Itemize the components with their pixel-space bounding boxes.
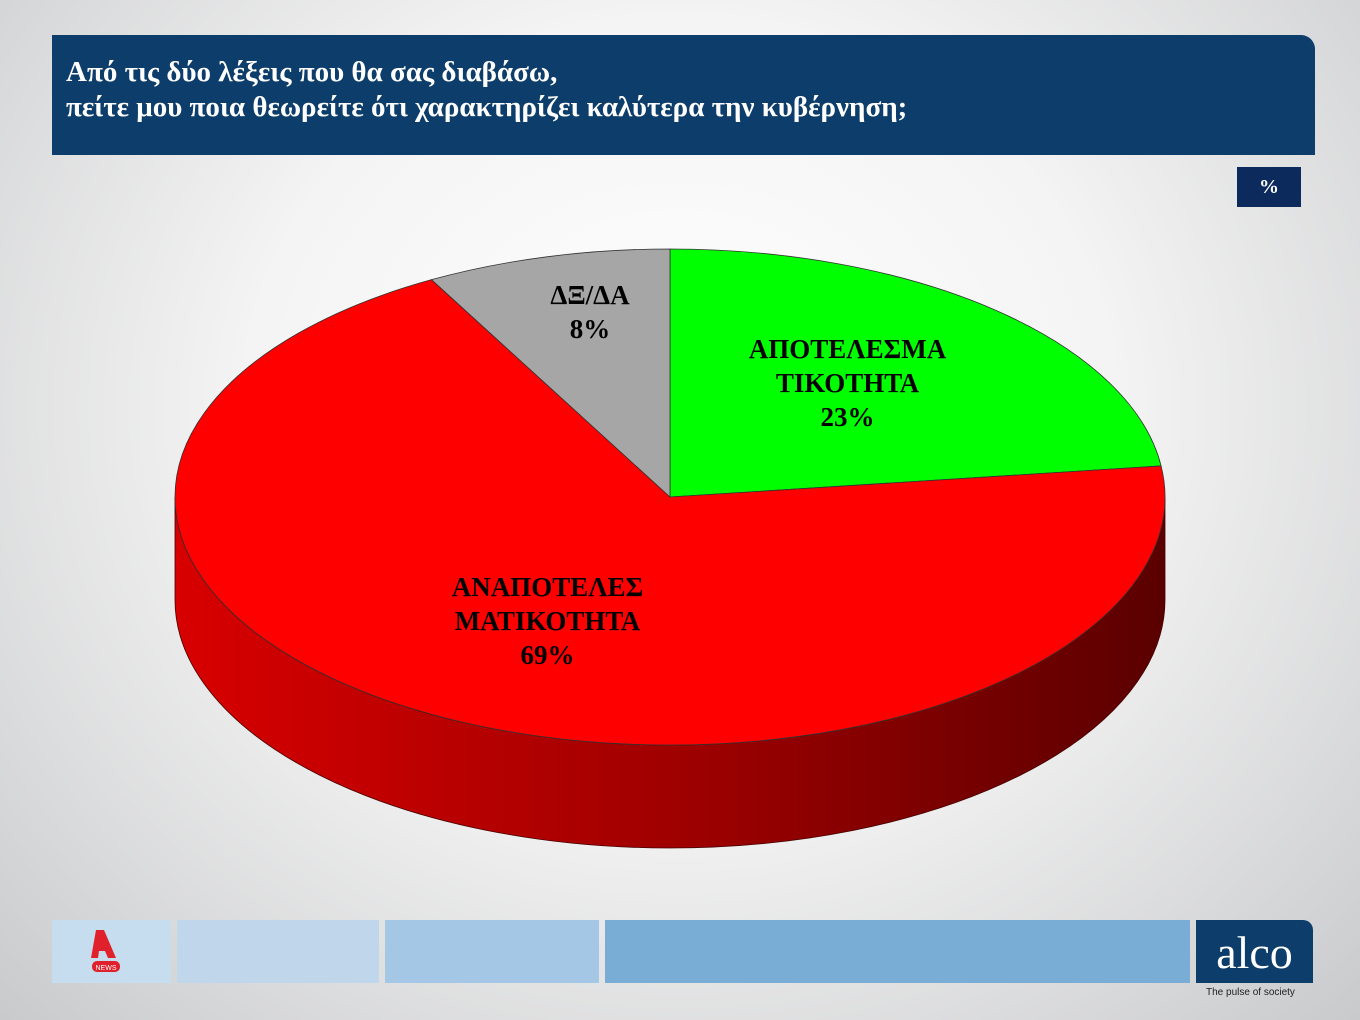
pie-slice-2 — [430, 248, 671, 498]
pie-slice-1 — [174, 279, 1166, 746]
alpha-news-logo: NEWS — [91, 930, 120, 972]
pie-slice-0 — [669, 248, 1162, 498]
footer-block-4 — [605, 920, 1190, 983]
chart-title: Από τις δύο λέξεις που θα σας διαβάσω, π… — [66, 56, 908, 123]
footer-block-1: NEWS — [52, 920, 171, 983]
slice-label-efficiency: ΑΠΟΤΕΛΕΣΜΑ ΤΙΚΟΤΗΤΑ 23% — [748, 334, 947, 432]
svg-text:NEWS: NEWS — [96, 965, 117, 972]
alco-logo: alco — [1196, 920, 1313, 983]
slice-label-dont-know: ΔΞ/ΔΑ 8% — [550, 280, 630, 344]
footer-block-3 — [385, 920, 599, 983]
slice-label-inefficiency: ΑΝΑΠΟΤΕΛΕΣ ΜΑΤΙΚΟΤΗΤΑ 69% — [451, 572, 644, 670]
unit-badge: % — [1237, 167, 1301, 207]
footer-block-2 — [177, 920, 379, 983]
alco-tagline: The pulse of society — [1206, 987, 1295, 998]
title-bar: Από τις δύο λέξεις που θα σας διαβάσω, π… — [52, 35, 1315, 155]
